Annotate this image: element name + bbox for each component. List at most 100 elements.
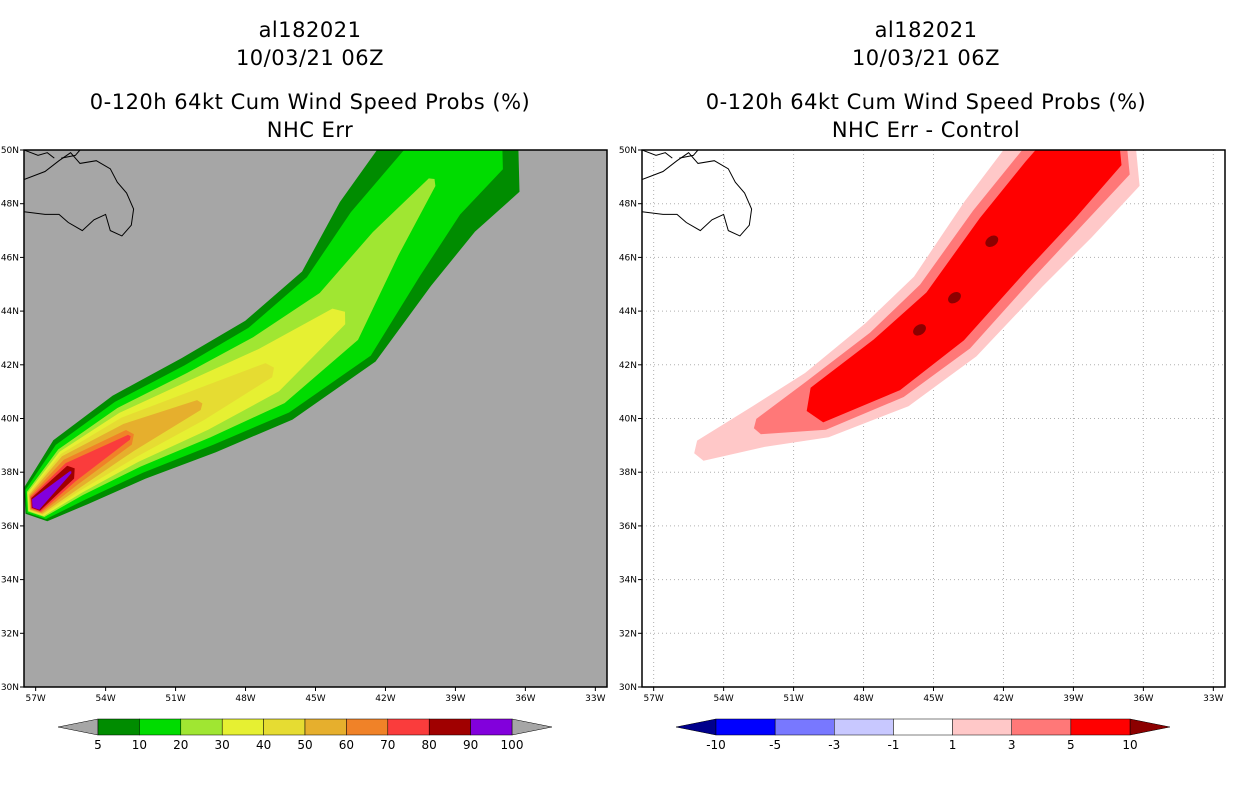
right-colorbar-label: -10 bbox=[706, 738, 726, 752]
coastline bbox=[24, 152, 135, 237]
x-tick-label: 33W bbox=[585, 694, 605, 704]
right-colorbar-swatch bbox=[893, 718, 953, 736]
left-colorbar-low-arrow bbox=[57, 718, 99, 736]
right-title-line-2: 10/03/21 06Z bbox=[851, 46, 1001, 70]
coastline bbox=[642, 150, 673, 159]
y-tick-label: 38N bbox=[619, 468, 637, 478]
y-tick-label: 32N bbox=[619, 629, 637, 639]
left-colorbar-label: 100 bbox=[501, 738, 524, 752]
x-tick-label: 45W bbox=[923, 694, 943, 704]
right-colorbar-swatch bbox=[1070, 718, 1131, 736]
right-colorbar-low-arrow bbox=[675, 718, 717, 736]
peak-region bbox=[985, 235, 999, 248]
left-title-line-1: al182021 bbox=[258, 18, 362, 42]
left-colorbar-swatch bbox=[387, 718, 430, 736]
right-colorbar-label: 10 bbox=[1122, 738, 1137, 752]
coastline bbox=[679, 150, 699, 159]
right-colorbar-label: -5 bbox=[769, 738, 781, 752]
left-colorbar-swatch bbox=[139, 718, 182, 736]
right-colorbar: -10 -5 -3 -1 1 3 5 10 bbox=[675, 718, 1171, 752]
y-tick-label: 32N bbox=[1, 629, 19, 639]
x-tick-label: 36W bbox=[1133, 694, 1153, 704]
x-tick-label: 36W bbox=[515, 694, 535, 704]
y-tick-label: 42N bbox=[1, 361, 19, 371]
y-tick-label: 34N bbox=[619, 576, 637, 586]
y-tick-label: 50N bbox=[619, 146, 637, 156]
right-colorbar-swatch bbox=[774, 718, 835, 736]
x-tick-label: 54W bbox=[713, 694, 733, 704]
left-colorbar-swatch bbox=[346, 718, 389, 736]
tick-marks bbox=[20, 149, 596, 691]
y-tick-label: 30N bbox=[1, 683, 19, 693]
y-tick-label: 44N bbox=[1, 307, 19, 317]
right-colorbar-label: -1 bbox=[887, 738, 899, 752]
x-tick-label: 33W bbox=[1203, 694, 1223, 704]
y-tick-label: 48N bbox=[1, 200, 19, 210]
y-tick-label: 36N bbox=[619, 522, 637, 532]
left-title-line-3: 0-120h 64kt Cum Wind Speed Probs (%) bbox=[89, 90, 531, 114]
left-colorbar: 5 10 20 30 40 50 60 70 80 90 100 bbox=[57, 718, 553, 752]
y-tick-label: 46N bbox=[619, 253, 637, 263]
right-colorbar-label: 1 bbox=[949, 738, 957, 752]
left-colorbar-swatch bbox=[304, 718, 347, 736]
coastline bbox=[61, 150, 81, 159]
x-tick-label: 42W bbox=[993, 694, 1013, 704]
tick-marks bbox=[638, 149, 1214, 691]
left-colorbar-swatch bbox=[97, 718, 140, 736]
coastline bbox=[642, 152, 753, 237]
left-colorbar-high-arrow bbox=[511, 718, 553, 736]
left-colorbar-label: 40 bbox=[256, 738, 271, 752]
x-tick-label: 48W bbox=[853, 694, 873, 704]
contour-band-5 bbox=[806, 150, 1122, 423]
y-tick-label: 46N bbox=[1, 253, 19, 263]
left-colorbar-label: 70 bbox=[380, 738, 395, 752]
left-title-line-4: NHC Err bbox=[266, 118, 354, 142]
left-colorbar-swatch bbox=[180, 718, 223, 736]
right-colorbar-label: -3 bbox=[828, 738, 840, 752]
x-tick-label: 57W bbox=[25, 694, 45, 704]
left-colorbar-swatch bbox=[221, 718, 264, 736]
x-tick-label: 39W bbox=[445, 694, 465, 704]
left-colorbar-label: 5 bbox=[94, 738, 102, 752]
y-tick-label: 40N bbox=[1, 415, 19, 425]
right-colorbar-label: 3 bbox=[1008, 738, 1016, 752]
right-colorbar-swatch bbox=[1011, 718, 1072, 736]
right-colorbar-swatch bbox=[952, 718, 1012, 736]
left-colorbar-label: 90 bbox=[463, 738, 478, 752]
x-tick-label: 39W bbox=[1063, 694, 1083, 704]
y-tick-label: 34N bbox=[1, 576, 19, 586]
plot-area bbox=[24, 150, 520, 522]
peak-region bbox=[948, 291, 961, 304]
y-tick-label: 38N bbox=[1, 468, 19, 478]
left-colorbar-swatch bbox=[470, 718, 513, 736]
y-tick-label: 36N bbox=[1, 522, 19, 532]
y-tick-label: 44N bbox=[619, 307, 637, 317]
left-colorbar-swatch bbox=[263, 718, 306, 736]
left-title-line-2: 10/03/21 06Z bbox=[235, 46, 385, 70]
y-tick-label: 40N bbox=[619, 415, 637, 425]
y-tick-label: 42N bbox=[619, 361, 637, 371]
right-colorbar-label: 5 bbox=[1067, 738, 1075, 752]
y-tick-label: 30N bbox=[619, 683, 637, 693]
left-colorbar-label: 30 bbox=[215, 738, 230, 752]
coastline bbox=[24, 150, 55, 159]
left-colorbar-swatch bbox=[428, 718, 471, 736]
left-colorbar-label: 50 bbox=[297, 738, 312, 752]
right-title-line-4: NHC Err - Control bbox=[831, 118, 1021, 142]
left-colorbar-label: 80 bbox=[422, 738, 437, 752]
left-colorbar-label: 60 bbox=[339, 738, 354, 752]
x-tick-label: 42W bbox=[375, 694, 395, 704]
right-colorbar-swatch bbox=[715, 718, 776, 736]
x-tick-label: 45W bbox=[305, 694, 325, 704]
y-tick-label: 48N bbox=[619, 200, 637, 210]
left-colorbar-label: 20 bbox=[173, 738, 188, 752]
right-colorbar-high-arrow bbox=[1129, 718, 1171, 736]
x-tick-label: 51W bbox=[783, 694, 803, 704]
right-title-line-1: al182021 bbox=[874, 18, 978, 42]
right-title-line-3: 0-120h 64kt Cum Wind Speed Probs (%) bbox=[705, 90, 1147, 114]
peak-region bbox=[913, 324, 926, 336]
left-map-panel: 57W 54W 51W 48W 45W 42W 39W 36W 33W 50N 48N 46N 44N 4… bbox=[1, 146, 608, 704]
left-colorbar-label: 10 bbox=[132, 738, 147, 752]
right-map-panel: 57W 54W 51W 48W 45W 42W 39W 36W 33W 50N 48N 46N 44N 4… bbox=[619, 146, 1226, 704]
